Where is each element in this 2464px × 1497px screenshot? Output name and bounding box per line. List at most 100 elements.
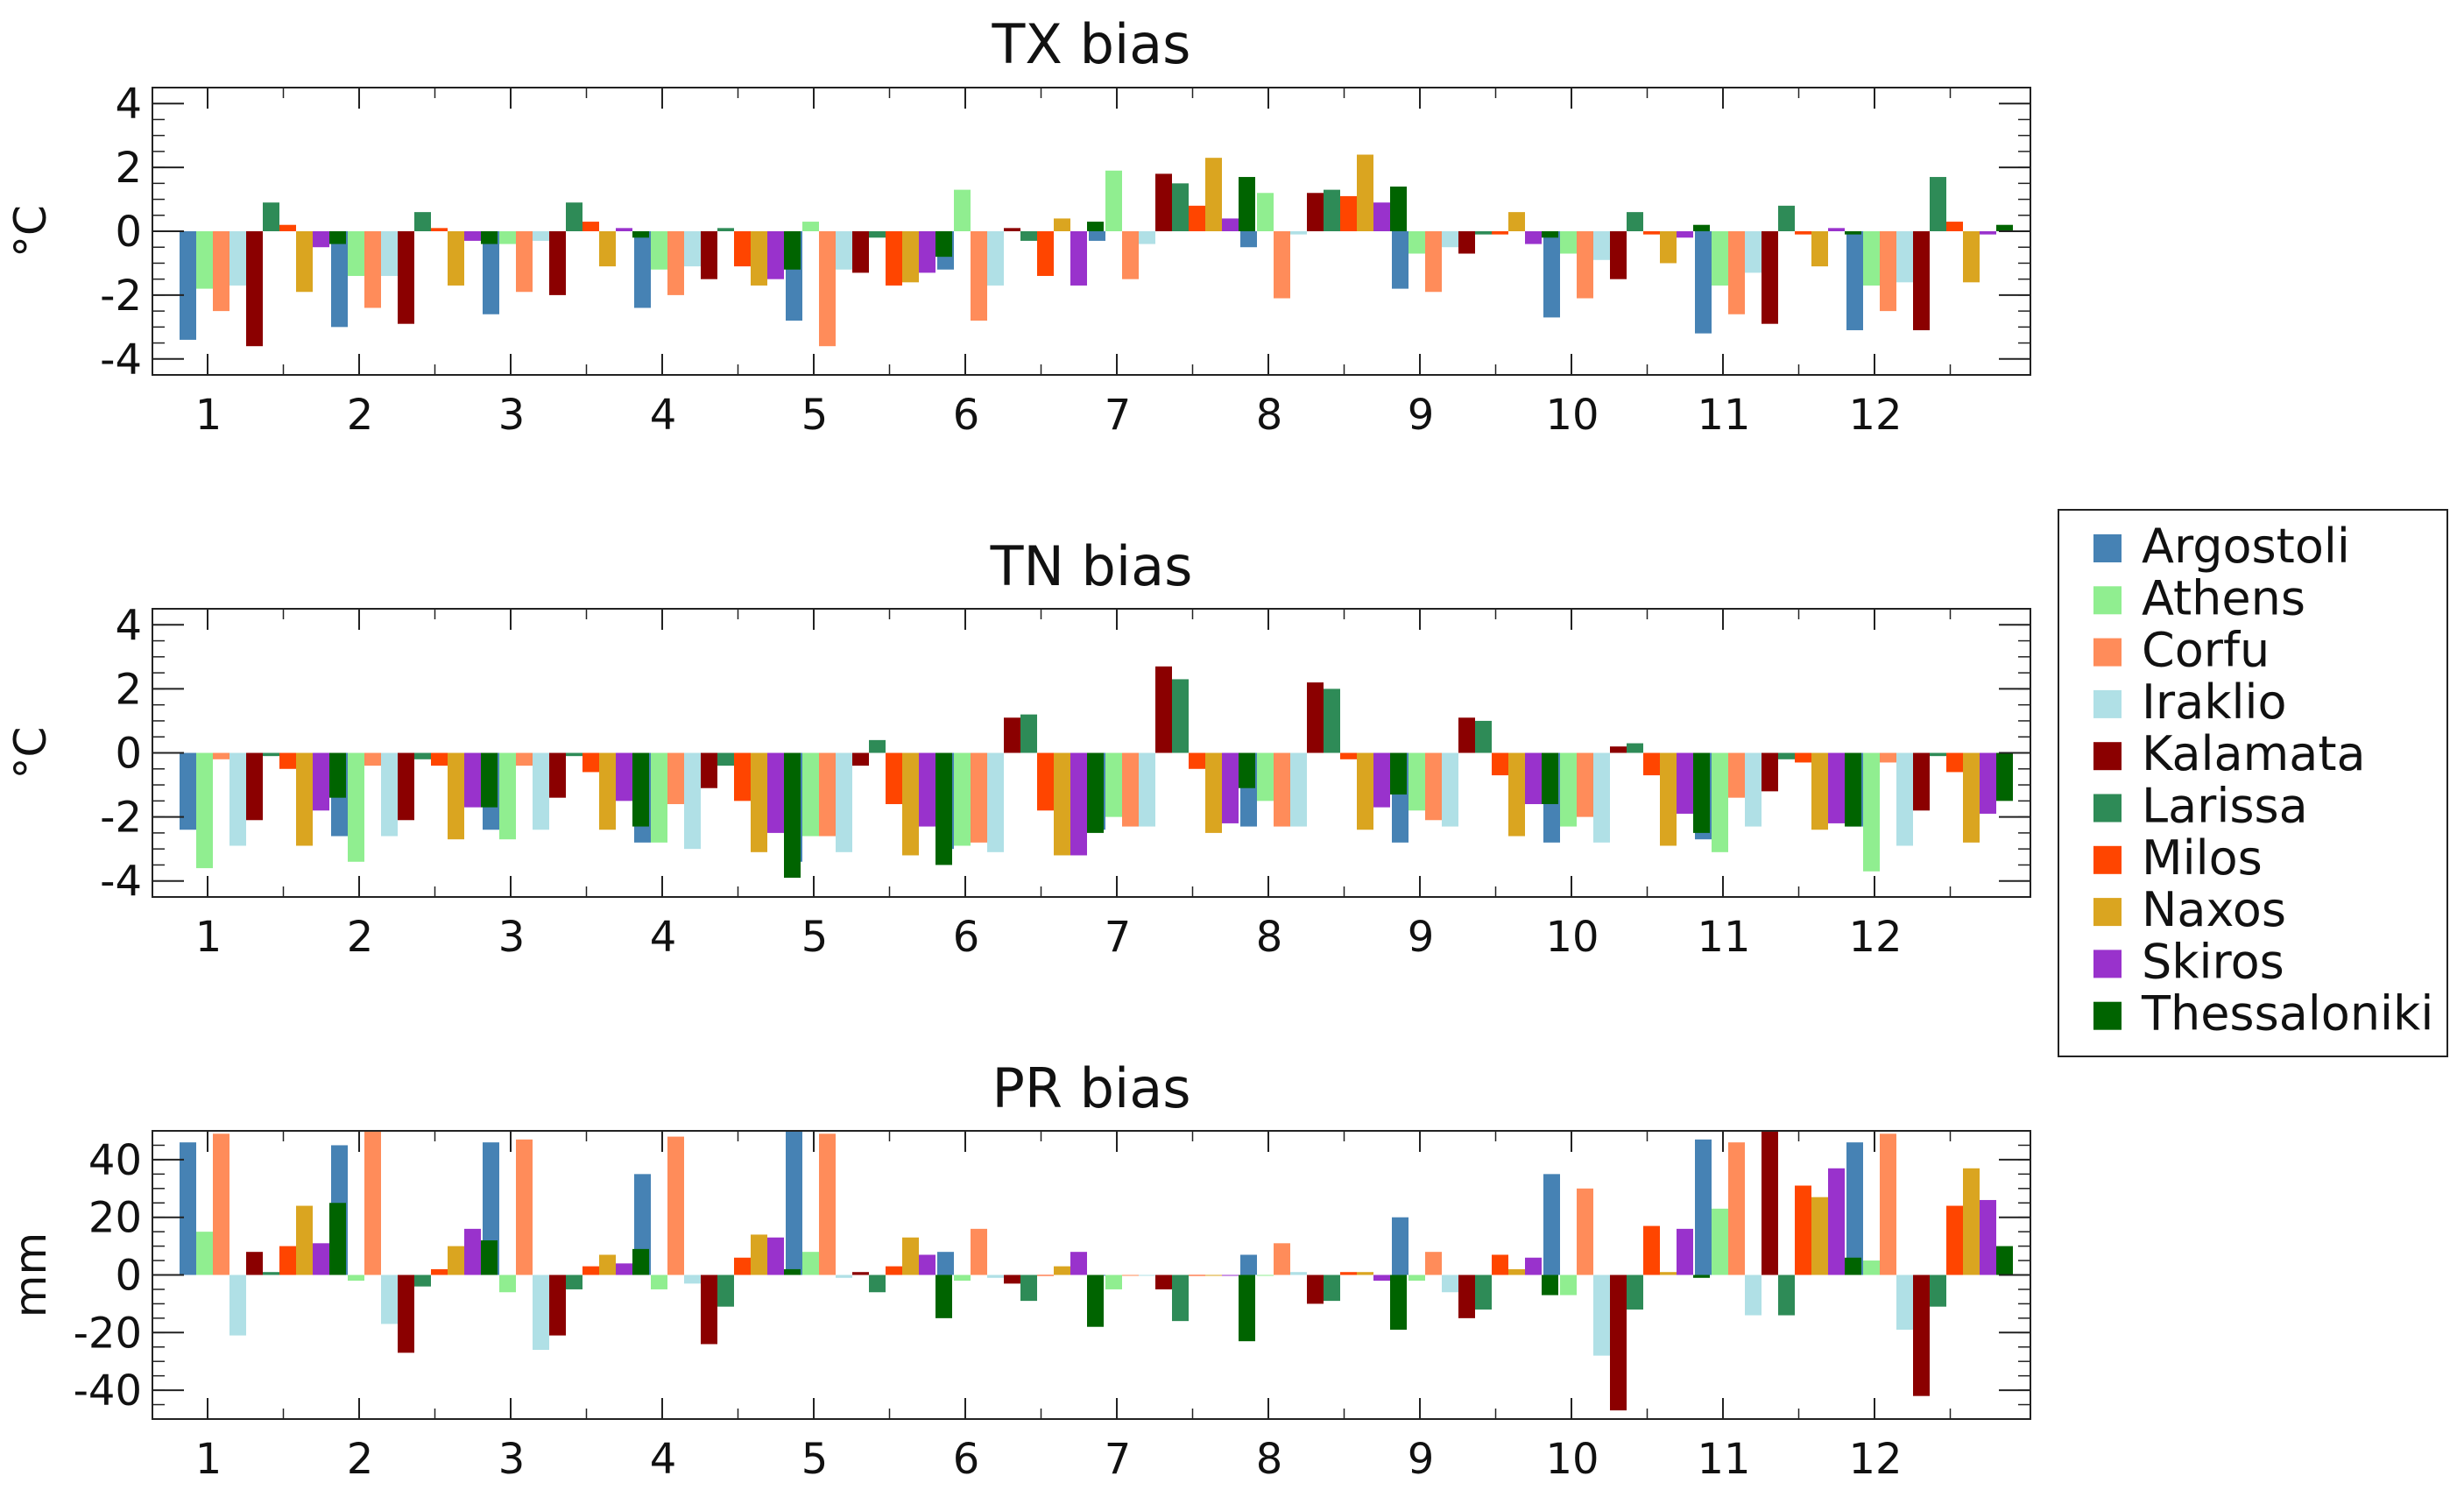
x-tick-label: 4 <box>650 391 677 440</box>
bar-kalamata-12 <box>1913 752 1930 811</box>
bar-athens-7 <box>1105 170 1122 231</box>
bar-corfu-5 <box>819 1133 836 1275</box>
bar-iraklio-12 <box>1896 231 1913 283</box>
legend-label: Argostoli <box>2142 519 2350 574</box>
bar-milos-1 <box>279 752 296 769</box>
bar-corfu-7 <box>1122 231 1139 279</box>
x-tick-label: 8 <box>1256 391 1283 440</box>
x-tick-label: 10 <box>1545 391 1599 440</box>
bars <box>180 666 2013 879</box>
bar-larissa-4 <box>717 1275 734 1307</box>
bar-corfu-6 <box>971 231 987 321</box>
bar-naxos-2 <box>448 231 464 286</box>
bar-larissa-8 <box>1324 688 1340 753</box>
bar-argostoli-1 <box>180 1142 196 1275</box>
bar-thessaloniki-11 <box>1845 1257 1861 1275</box>
bar-naxos-7 <box>1205 1275 1222 1276</box>
bar-milos-12 <box>1946 752 1963 773</box>
bar-milos-4 <box>734 752 751 801</box>
bar-argostoli-9 <box>1392 231 1409 289</box>
bar-skiros-12 <box>1980 1199 1996 1275</box>
legend-swatch <box>2093 950 2122 978</box>
bar-larissa-10 <box>1627 743 1643 753</box>
legend-swatch <box>2093 534 2122 562</box>
bar-iraklio-12 <box>1896 1275 1913 1331</box>
bar-argostoli-10 <box>1543 231 1560 318</box>
bar-corfu-12 <box>1880 231 1896 312</box>
bar-kalamata-10 <box>1610 1275 1627 1411</box>
bar-larissa-9 <box>1475 231 1492 235</box>
bar-iraklio-6 <box>987 752 1004 852</box>
bar-argostoli-5 <box>786 1131 802 1275</box>
x-tick-label: 5 <box>801 913 829 962</box>
bar-naxos-11 <box>1811 1197 1828 1275</box>
bar-kalamata-12 <box>1913 1275 1930 1396</box>
x-tick-label: 6 <box>953 391 980 440</box>
bar-kalamata-6 <box>1004 1275 1020 1284</box>
x-tick-label: 7 <box>1105 391 1132 440</box>
bar-iraklio-6 <box>987 231 1004 286</box>
legend-item-iraklio: Iraklio <box>2093 674 2287 730</box>
bar-iraklio-1 <box>229 231 246 286</box>
x-tick-label: 8 <box>1256 913 1283 962</box>
bar-kalamata-1 <box>246 1252 263 1275</box>
y-tick-label: 4 <box>115 601 142 650</box>
bar-argostoli-12 <box>1846 1142 1863 1275</box>
legend-label: Skiros <box>2142 934 2284 989</box>
bar-larissa-7 <box>1172 1275 1189 1322</box>
bar-corfu-1 <box>213 1133 229 1275</box>
bar-thessaloniki-10 <box>1693 224 1710 231</box>
bar-corfu-1 <box>213 231 229 312</box>
y-tick-label: 0 <box>115 1252 142 1301</box>
bar-kalamata-4 <box>701 231 717 279</box>
legend-box <box>2058 509 2448 1057</box>
bar-larissa-5 <box>869 1275 886 1293</box>
bar-iraklio-9 <box>1442 1275 1458 1293</box>
bar-milos-5 <box>886 1266 902 1275</box>
bar-skiros-2 <box>464 1228 481 1275</box>
bar-skiros-11 <box>1828 1168 1845 1275</box>
legend-swatch <box>2093 638 2122 667</box>
bar-athens-6 <box>954 752 971 846</box>
bar-larissa-1 <box>263 202 279 231</box>
bar-kalamata-9 <box>1458 717 1475 753</box>
bar-larissa-9 <box>1475 720 1492 753</box>
bar-kalamata-2 <box>398 231 414 324</box>
bar-corfu-10 <box>1577 231 1593 299</box>
bar-naxos-11 <box>1811 752 1828 830</box>
bar-naxos-1 <box>296 1205 313 1275</box>
legend-swatch <box>2093 742 2122 771</box>
bar-skiros-12 <box>1980 752 1996 814</box>
bar-naxos-5 <box>902 752 919 856</box>
bar-skiros-1 <box>313 1243 329 1275</box>
legend-item-skiros: Skiros <box>2093 934 2284 989</box>
chart-title: PR bias <box>992 1056 1190 1120</box>
bar-corfu-8 <box>1274 752 1290 827</box>
bar-iraklio-10 <box>1593 231 1610 260</box>
bar-corfu-9 <box>1425 231 1442 293</box>
legend-label: Athens <box>2142 570 2305 625</box>
x-tick-label: 1 <box>195 1435 222 1484</box>
bar-naxos-1 <box>296 231 313 293</box>
bar-argostoli-3 <box>483 231 499 314</box>
bar-athens-12 <box>1863 231 1880 286</box>
bar-larissa-10 <box>1627 212 1643 231</box>
bar-athens-10 <box>1560 752 1577 827</box>
bar-thessaloniki-1 <box>329 752 346 798</box>
legend-swatch <box>2093 689 2122 718</box>
bar-larissa-5 <box>869 231 886 238</box>
bar-skiros-3 <box>616 752 632 801</box>
legend-swatch <box>2093 845 2122 874</box>
bar-kalamata-9 <box>1458 1275 1475 1318</box>
bar-milos-7 <box>1189 752 1205 769</box>
chart-title: TX bias <box>992 12 1191 76</box>
bar-athens-3 <box>499 231 516 244</box>
bar-milos-10 <box>1643 752 1660 776</box>
y-tick-label: -20 <box>74 1309 142 1358</box>
bar-skiros-11 <box>1828 228 1845 231</box>
bar-milos-8 <box>1340 1272 1357 1275</box>
bar-iraklio-5 <box>836 231 852 270</box>
bar-larissa-6 <box>1020 714 1037 753</box>
